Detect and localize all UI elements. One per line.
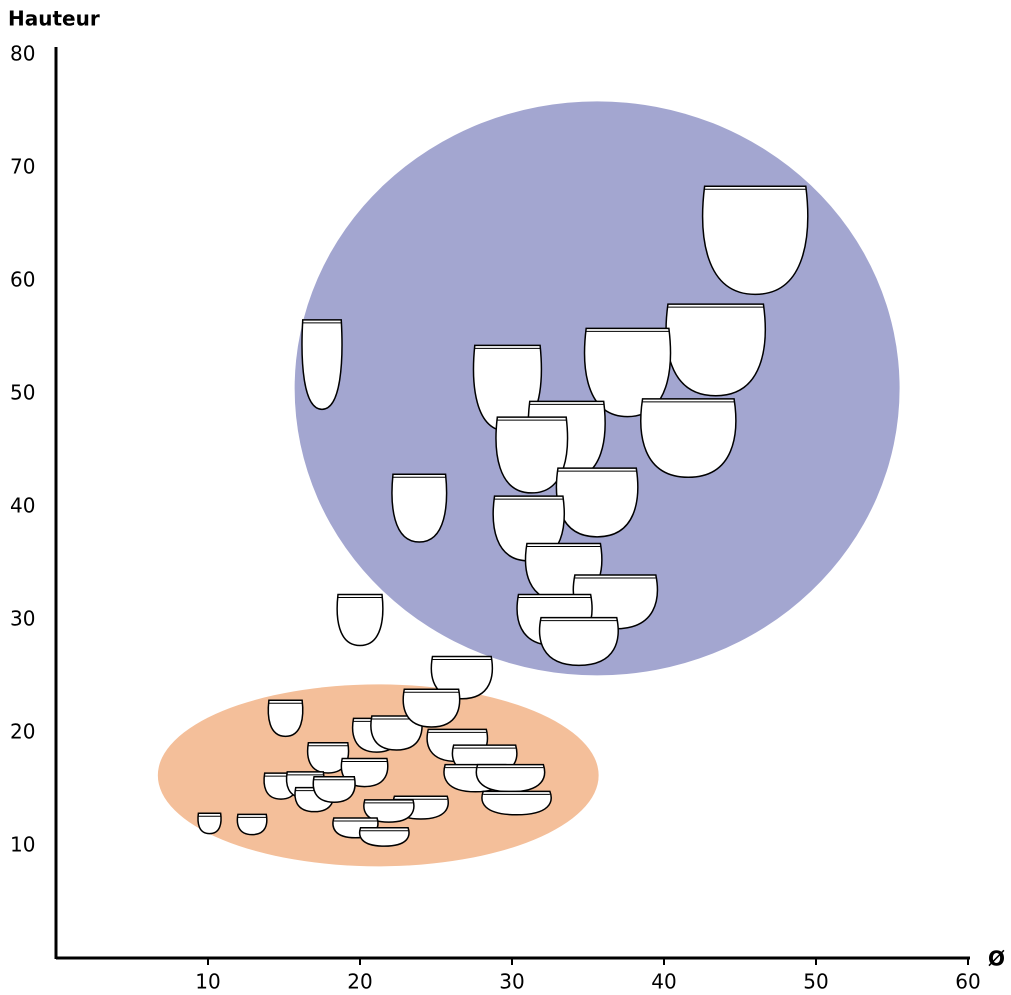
vessel — [481, 790, 552, 816]
x-tick-label: 30 — [499, 970, 524, 994]
y-axis-title: Hauteur — [8, 7, 100, 31]
vessel — [197, 812, 222, 835]
y-tick-label: 40 — [10, 494, 35, 518]
x-tick-label: 50 — [803, 970, 828, 994]
vessel — [301, 319, 343, 411]
vessel — [475, 763, 546, 793]
vessel — [363, 799, 415, 823]
x-tick-label: 40 — [651, 970, 676, 994]
y-tick-label: 60 — [10, 268, 35, 292]
vessel — [402, 688, 461, 728]
vessel — [391, 473, 448, 543]
vessel — [312, 776, 356, 804]
vessel — [430, 655, 494, 700]
vessel — [336, 593, 384, 647]
vessel — [583, 327, 672, 418]
vessel — [236, 813, 268, 836]
vessel — [267, 699, 304, 738]
vessel — [555, 467, 639, 538]
y-tick-label: 10 — [10, 833, 35, 857]
y-tick-label: 70 — [10, 155, 35, 179]
vessel — [538, 616, 619, 667]
vessel — [640, 398, 737, 479]
vessel — [306, 741, 350, 774]
y-tick-label: 50 — [10, 381, 35, 405]
vessel — [665, 303, 766, 397]
x-tick-label: 10 — [195, 970, 220, 994]
x-tick-label: 60 — [955, 970, 980, 994]
x-tick-label: 20 — [347, 970, 372, 994]
y-tick-label: 20 — [10, 720, 35, 744]
y-tick-label: 80 — [10, 42, 35, 66]
y-tick-label: 30 — [10, 607, 35, 631]
x-axis-title: Ø — [988, 947, 1005, 971]
vessel — [358, 827, 410, 847]
vessel — [701, 185, 809, 296]
vessel — [495, 416, 569, 494]
